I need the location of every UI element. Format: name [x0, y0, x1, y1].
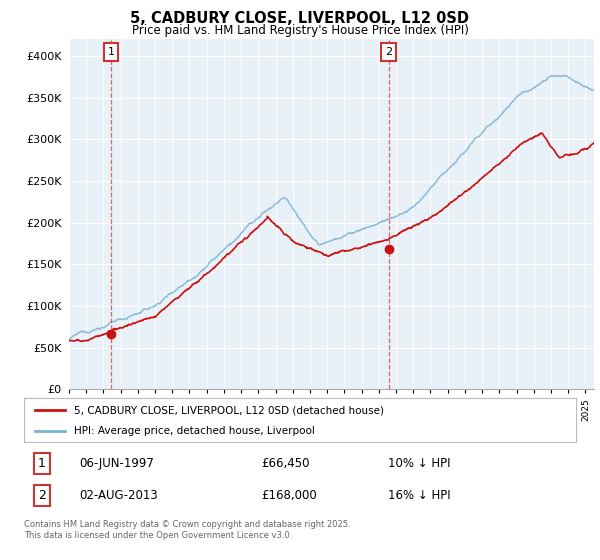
Text: 1: 1: [107, 46, 115, 57]
Text: 2: 2: [38, 489, 46, 502]
Text: 2: 2: [385, 46, 392, 57]
Text: £168,000: £168,000: [262, 489, 317, 502]
Text: 16% ↓ HPI: 16% ↓ HPI: [388, 489, 451, 502]
Text: 1: 1: [38, 457, 46, 470]
Text: HPI: Average price, detached house, Liverpool: HPI: Average price, detached house, Live…: [74, 426, 314, 436]
Text: Price paid vs. HM Land Registry's House Price Index (HPI): Price paid vs. HM Land Registry's House …: [131, 24, 469, 36]
Text: 5, CADBURY CLOSE, LIVERPOOL, L12 0SD (detached house): 5, CADBURY CLOSE, LIVERPOOL, L12 0SD (de…: [74, 405, 383, 415]
Text: 10% ↓ HPI: 10% ↓ HPI: [388, 457, 451, 470]
Text: Contains HM Land Registry data © Crown copyright and database right 2025.
This d: Contains HM Land Registry data © Crown c…: [24, 520, 350, 540]
Text: 5, CADBURY CLOSE, LIVERPOOL, L12 0SD: 5, CADBURY CLOSE, LIVERPOOL, L12 0SD: [131, 11, 470, 26]
Text: 06-JUN-1997: 06-JUN-1997: [79, 457, 154, 470]
Text: 02-AUG-2013: 02-AUG-2013: [79, 489, 158, 502]
Text: £66,450: £66,450: [262, 457, 310, 470]
